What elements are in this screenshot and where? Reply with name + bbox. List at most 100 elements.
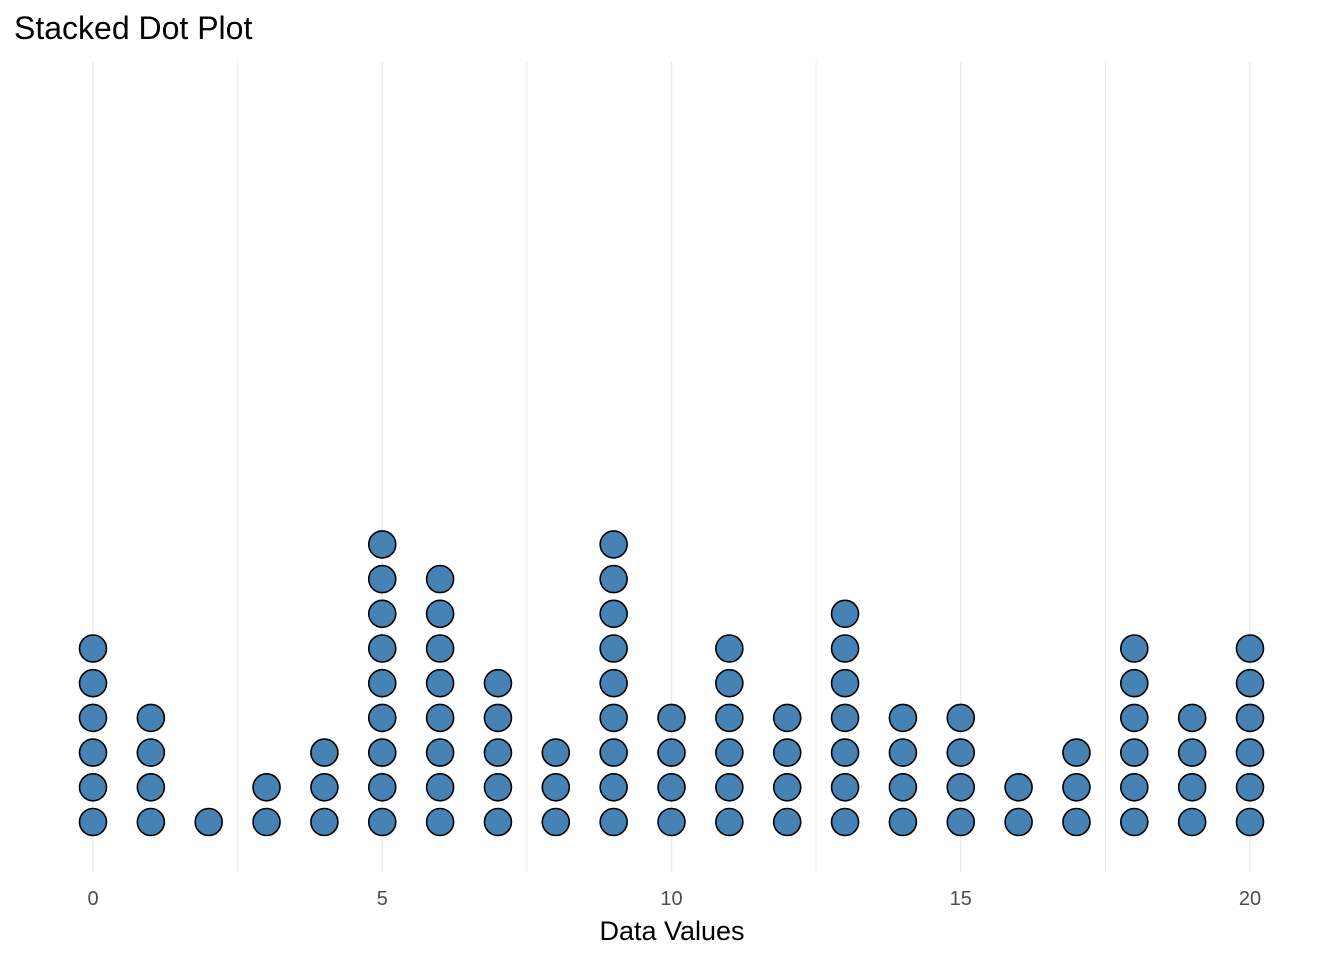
data-dot [1120,668,1149,698]
x-tick-label: 5 [377,888,388,910]
data-dot [830,772,860,802]
data-dot [310,807,339,837]
data-dot [1120,634,1149,663]
data-dot [1062,772,1091,802]
data-dot [1235,634,1265,663]
data-dot [1120,807,1149,837]
data-dot [367,530,397,559]
data-dot [657,703,686,733]
data-dot [1235,703,1265,733]
data-dot [1177,703,1207,733]
data-dot [483,738,513,767]
data-dot [78,703,108,733]
data-dot [136,772,166,802]
data-dot [1235,738,1265,767]
data-dot [830,668,860,698]
data-dot [830,738,860,767]
data-dot [194,807,223,837]
data-dot [1235,772,1265,802]
data-dot [367,738,397,767]
data-dot [599,530,628,559]
x-axis-title: Data Values [599,916,744,946]
data-dot [136,807,166,837]
data-dot [772,738,802,767]
data-dot [830,634,860,663]
data-dot [425,668,455,698]
data-dot [541,772,571,802]
data-dot [425,703,455,733]
data-dot [1120,703,1149,733]
data-dot [1177,738,1207,767]
data-dot [599,564,628,594]
data-dot [830,807,860,837]
data-dot [136,703,166,733]
data-dot [1004,807,1033,837]
data-dot [1235,668,1265,698]
data-dot [541,807,571,837]
data-dot [310,772,339,802]
chart-title: Stacked Dot Plot [14,10,253,46]
data-dot [599,703,628,733]
data-dot [310,738,339,767]
data-dot [772,807,802,837]
x-tick-label: 0 [87,888,98,910]
data-dot [715,668,744,698]
data-dot [367,599,397,629]
data-dot [888,703,918,733]
data-dot [1062,738,1091,767]
data-dot [599,634,628,663]
data-dot [483,668,513,698]
data-dot [1120,738,1149,767]
data-dot [425,738,455,767]
data-dot [830,599,860,629]
data-dot [657,738,686,767]
grid-lines [92,62,1251,872]
data-dot [425,564,455,594]
data-dot [1004,772,1033,802]
data-dot [599,668,628,698]
data-dot [715,772,744,802]
data-dot [599,599,628,629]
x-tick-label: 20 [1239,888,1261,910]
data-dot [425,772,455,802]
data-dot [367,564,397,594]
data-dot [252,772,281,802]
data-dot [888,738,918,767]
data-dot [946,807,976,837]
dots [78,530,1265,837]
data-dot [888,807,918,837]
x-tick-labels: 0 5 10 15 20 [87,888,1261,910]
data-dot [599,738,628,767]
data-dot [78,807,108,837]
data-dot [772,703,802,733]
x-tick-label: 10 [660,888,682,910]
data-dot [946,772,976,802]
data-dot [78,738,108,767]
data-dot [657,807,686,837]
data-dot [425,807,455,837]
data-dot [1177,807,1207,837]
data-dot [136,738,166,767]
data-dot [425,599,455,629]
data-dot [946,738,976,767]
data-dot [367,807,397,837]
data-dot [483,807,513,837]
data-dot [715,703,744,733]
data-dot [252,807,281,837]
data-dot [772,772,802,802]
data-dot [367,772,397,802]
data-dot [367,703,397,733]
data-dot [599,772,628,802]
data-dot [715,807,744,837]
data-dot [483,703,513,733]
data-dot [715,738,744,767]
data-dot [367,634,397,663]
data-dot [1235,807,1265,837]
x-tick-label: 15 [950,888,972,910]
data-dot [78,668,108,698]
data-dot [541,738,571,767]
data-dot [715,634,744,663]
data-dot [599,807,628,837]
data-dot [1120,772,1149,802]
